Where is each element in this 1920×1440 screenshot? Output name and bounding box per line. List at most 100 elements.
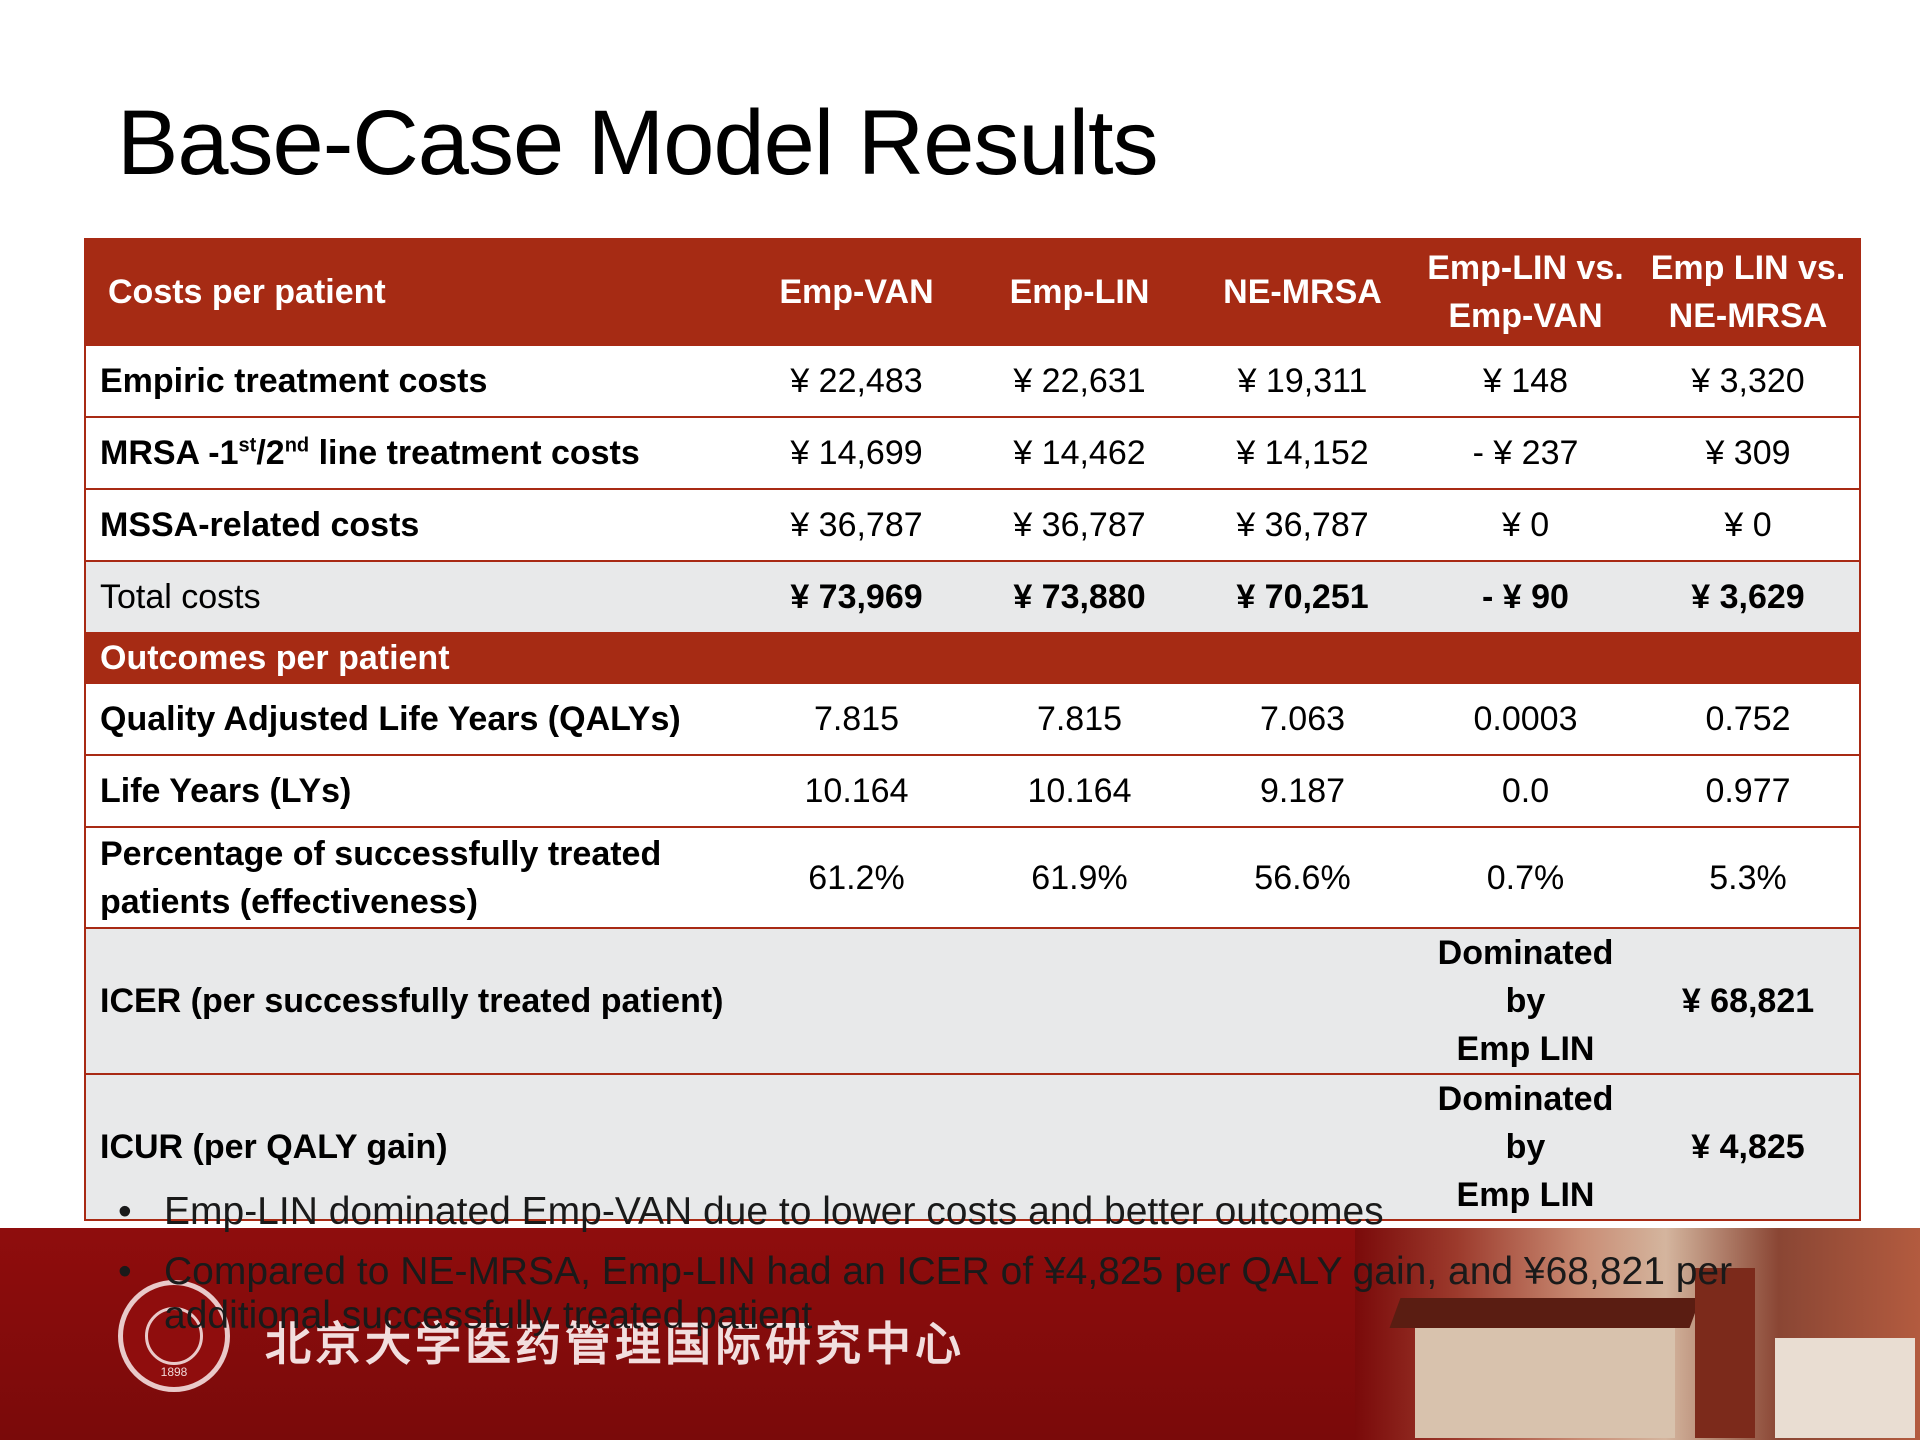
mrsa-sup-1: st — [238, 434, 257, 457]
cell: 0.752 — [1637, 683, 1860, 756]
cell: ¥ 36,787 — [968, 489, 1191, 562]
logo-year: 1898 — [160, 1365, 188, 1379]
cell — [968, 1074, 1191, 1221]
slide-title: Base-Case Model Results — [117, 92, 1159, 194]
bullet-dot: • — [118, 1250, 132, 1293]
cell: ¥ 19,311 — [1191, 345, 1414, 418]
row-label: Empiric treatment costs — [85, 345, 745, 418]
cell: 10.164 — [745, 755, 968, 828]
header-lin-vs-van: Emp-LIN vs. Emp-VAN — [1414, 239, 1637, 346]
cell — [1191, 928, 1414, 1075]
cell: 10.164 — [968, 755, 1191, 828]
cell: 7.815 — [745, 683, 968, 756]
icur-dominated-line1: Dominated by — [1437, 1080, 1614, 1166]
bullet-item: • Compared to NE-MRSA, Emp-LIN had an ICE… — [118, 1250, 1818, 1338]
row-label: ICUR (per QALY gain) — [85, 1074, 745, 1221]
cell: ¥ 36,787 — [1191, 489, 1414, 562]
header-costs-per-patient: Costs per patient — [85, 239, 745, 346]
row-label: Life Years (LYs) — [85, 755, 745, 828]
cell: ¥ 73,880 — [968, 561, 1191, 634]
logo-emblem — [145, 1307, 203, 1365]
photo-pagoda — [1695, 1268, 1755, 1438]
icer-dominated-line2: Emp LIN — [1456, 1030, 1595, 1068]
cell: ¥ 3,320 — [1637, 345, 1860, 418]
cell: 9.187 — [1191, 755, 1414, 828]
icer-dominated-line1: Dominated by — [1437, 934, 1614, 1020]
cell: Dominated by Emp LIN — [1414, 928, 1637, 1075]
cell: ¥ 22,483 — [745, 345, 968, 418]
cell: ¥ 4,825 — [1637, 1074, 1860, 1221]
cell: ¥ 3,629 — [1637, 561, 1860, 634]
cell: ¥ 0 — [1414, 489, 1637, 562]
cell: 0.0 — [1414, 755, 1637, 828]
cell: 0.977 — [1637, 755, 1860, 828]
cell: ¥ 70,251 — [1191, 561, 1414, 634]
cell — [1191, 1074, 1414, 1221]
header-lin-vs-van-line1: Emp-LIN vs. — [1427, 249, 1624, 287]
row-label: Percentage of successfully treated patien… — [85, 827, 745, 929]
row-label: ICER (per successfully treated patient) — [85, 928, 745, 1075]
table-row-icur: ICUR (per QALY gain) Dominated by Emp LIN… — [85, 1074, 1860, 1221]
table-row-effectiveness: Percentage of successfully treated patien… — [85, 827, 1860, 929]
cell: ¥ 14,462 — [968, 417, 1191, 490]
table-row-ly: Life Years (LYs) 10.164 10.164 9.187 0.0… — [85, 755, 1860, 828]
cell: 56.6% — [1191, 827, 1414, 929]
row-label: MRSA -1st/2nd line treatment costs — [85, 417, 745, 490]
cell — [968, 928, 1191, 1075]
table-row-total: Total costs ¥ 73,969 ¥ 73,880 ¥ 70,251 -… — [85, 561, 1860, 634]
footer-campus-photo — [1355, 1228, 1920, 1440]
table-row-icer: ICER (per successfully treated patient) … — [85, 928, 1860, 1075]
table-row-qaly: Quality Adjusted Life Years (QALYs) 7.81… — [85, 683, 1860, 756]
icur-dominated-line2: Emp LIN — [1456, 1176, 1595, 1214]
outcomes-section-row: Outcomes per patient — [85, 633, 1860, 684]
cell: 61.2% — [745, 827, 968, 929]
mrsa-label-c: line treatment costs — [309, 434, 640, 472]
cell: - ¥ 90 — [1414, 561, 1637, 634]
cell — [745, 1074, 968, 1221]
cell: 7.815 — [968, 683, 1191, 756]
cell: ¥ 22,631 — [968, 345, 1191, 418]
cell: ¥ 309 — [1637, 417, 1860, 490]
table-row-empiric: Empiric treatment costs ¥ 22,483 ¥ 22,63… — [85, 345, 1860, 418]
table-row-mssa: MSSA-related costs ¥ 36,787 ¥ 36,787 ¥ 3… — [85, 489, 1860, 562]
row-label: MSSA-related costs — [85, 489, 745, 562]
cell: ¥ 148 — [1414, 345, 1637, 418]
header-lin-vs-nemrsa-line2: NE-MRSA — [1668, 297, 1828, 335]
pct-label-line1: Percentage of successfully treated — [100, 834, 662, 873]
table-header-row: Costs per patient Emp-VAN Emp-LIN NE-MRS… — [85, 239, 1860, 346]
header-emp-lin: Emp-LIN — [968, 239, 1191, 346]
cell: ¥ 14,152 — [1191, 417, 1414, 490]
cell: ¥ 36,787 — [745, 489, 968, 562]
cell: ¥ 73,969 — [745, 561, 968, 634]
photo-building — [1415, 1328, 1675, 1438]
cell: 0.7% — [1414, 827, 1637, 929]
cell: ¥ 68,821 — [1637, 928, 1860, 1075]
cell: ¥ 14,699 — [745, 417, 968, 490]
cell: 61.9% — [968, 827, 1191, 929]
header-lin-vs-van-line2: Emp-VAN — [1448, 297, 1603, 335]
pct-label-line2: patients (effectiveness) — [100, 882, 478, 921]
cell: - ¥ 237 — [1414, 417, 1637, 490]
table-row-mrsa: MRSA -1st/2nd line treatment costs ¥ 14,… — [85, 417, 1860, 490]
cell: 7.063 — [1191, 683, 1414, 756]
university-logo: 1898 — [118, 1280, 230, 1392]
bullet-text: Compared to NE-MRSA, Emp-LIN had an ICER… — [164, 1250, 1733, 1337]
bullet-text: Emp-LIN dominated Emp-VAN due to lower c… — [164, 1190, 1384, 1233]
mrsa-sup-2: nd — [284, 434, 310, 457]
photo-hall — [1775, 1338, 1915, 1438]
bullet-dot: • — [118, 1190, 132, 1233]
bullet-item: • Emp-LIN dominated Emp-VAN due to lower … — [118, 1190, 1818, 1234]
header-emp-van: Emp-VAN — [745, 239, 968, 346]
cell — [745, 928, 968, 1075]
mrsa-label-a: MRSA -1 — [100, 434, 239, 472]
cell: 0.0003 — [1414, 683, 1637, 756]
institute-name: 北京大学医药管理国际研究中心 — [265, 1317, 965, 1371]
header-ne-mrsa: NE-MRSA — [1191, 239, 1414, 346]
header-lin-vs-nemrsa: Emp LIN vs. NE-MRSA — [1637, 239, 1860, 346]
mrsa-label-b: /2 — [256, 434, 285, 472]
cell: Dominated by Emp LIN — [1414, 1074, 1637, 1221]
cell: 5.3% — [1637, 827, 1860, 929]
summary-bullets: • Emp-LIN dominated Emp-VAN due to lower … — [118, 1190, 1818, 1354]
results-table: Costs per patient Emp-VAN Emp-LIN NE-MRS… — [84, 238, 1861, 1221]
row-label: Total costs — [85, 561, 745, 634]
